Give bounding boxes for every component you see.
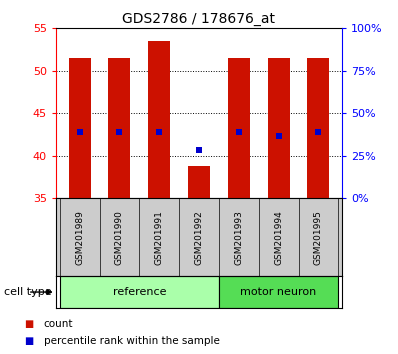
Bar bbox=[69, 58, 91, 198]
Text: percentile rank within the sample: percentile rank within the sample bbox=[44, 336, 220, 346]
Text: GSM201993: GSM201993 bbox=[234, 210, 243, 265]
Bar bbox=[148, 41, 170, 198]
Text: GSM201989: GSM201989 bbox=[75, 210, 84, 265]
Bar bbox=[219, 276, 338, 308]
Text: ■: ■ bbox=[24, 319, 33, 329]
Bar bbox=[188, 166, 210, 198]
Text: motor neuron: motor neuron bbox=[240, 287, 317, 297]
Text: cell type: cell type bbox=[4, 287, 52, 297]
Text: GSM201994: GSM201994 bbox=[274, 210, 283, 264]
Text: count: count bbox=[44, 319, 73, 329]
Text: GSM201992: GSM201992 bbox=[195, 210, 203, 264]
Text: GSM201991: GSM201991 bbox=[155, 210, 164, 265]
Text: GSM201995: GSM201995 bbox=[314, 210, 323, 265]
Text: ■: ■ bbox=[24, 336, 33, 346]
Bar bbox=[60, 276, 219, 308]
Text: GSM201990: GSM201990 bbox=[115, 210, 124, 265]
Text: reference: reference bbox=[113, 287, 166, 297]
Bar bbox=[307, 58, 329, 198]
Text: GDS2786 / 178676_at: GDS2786 / 178676_at bbox=[123, 12, 275, 27]
Bar bbox=[267, 58, 289, 198]
Bar bbox=[228, 58, 250, 198]
Bar bbox=[108, 58, 130, 198]
